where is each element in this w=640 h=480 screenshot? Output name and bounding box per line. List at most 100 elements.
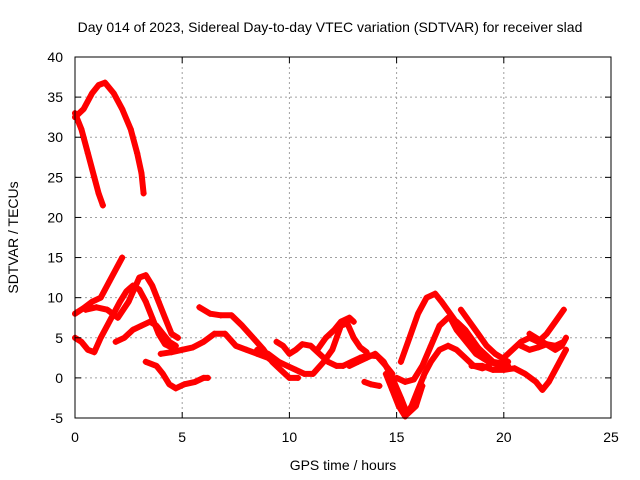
data-point bbox=[380, 358, 387, 365]
data-point bbox=[284, 362, 291, 369]
series-arc-5 bbox=[82, 272, 181, 341]
data-point bbox=[104, 306, 111, 313]
data-point bbox=[140, 190, 147, 197]
data-point bbox=[410, 376, 417, 383]
data-point bbox=[492, 360, 499, 367]
data-point bbox=[192, 378, 199, 385]
data-point bbox=[436, 346, 443, 353]
data-point bbox=[307, 342, 314, 349]
data-point bbox=[324, 358, 331, 365]
series-arc-1 bbox=[72, 79, 147, 197]
data-point bbox=[447, 314, 454, 321]
data-point bbox=[322, 334, 329, 341]
data-point bbox=[397, 358, 404, 365]
data-point bbox=[408, 402, 415, 409]
data-point bbox=[136, 286, 143, 293]
series-arc-12 bbox=[314, 314, 357, 353]
data-point bbox=[299, 341, 306, 348]
data-point bbox=[462, 354, 469, 361]
data-point bbox=[509, 346, 516, 353]
data-point bbox=[123, 288, 130, 295]
series-arc-20 bbox=[468, 346, 569, 393]
data-point bbox=[277, 366, 284, 373]
data-point bbox=[127, 126, 134, 133]
data-point bbox=[406, 334, 413, 341]
data-point bbox=[80, 106, 87, 113]
data-point bbox=[558, 342, 565, 349]
data-point bbox=[475, 330, 482, 337]
data-point bbox=[490, 366, 497, 373]
data-point bbox=[485, 358, 492, 365]
data-point bbox=[136, 274, 143, 281]
data-point bbox=[166, 381, 173, 388]
data-point bbox=[222, 330, 229, 337]
data-point bbox=[91, 174, 98, 181]
data-point bbox=[174, 334, 181, 341]
data-point bbox=[273, 338, 280, 345]
data-point bbox=[264, 350, 271, 357]
data-point bbox=[479, 354, 486, 361]
data-point bbox=[350, 334, 357, 341]
data-point bbox=[479, 362, 486, 369]
series-arc-7 bbox=[142, 358, 211, 392]
data-point bbox=[134, 150, 141, 157]
grid bbox=[75, 57, 611, 418]
data-point bbox=[217, 312, 224, 319]
data-point bbox=[500, 354, 507, 361]
data-point bbox=[427, 342, 434, 349]
data-point bbox=[211, 330, 218, 337]
data-point bbox=[397, 394, 404, 401]
data-point bbox=[91, 349, 98, 356]
series-arc-23 bbox=[526, 330, 569, 353]
data-point bbox=[460, 334, 467, 341]
data-point bbox=[376, 382, 383, 389]
data-point bbox=[254, 346, 261, 353]
y-tick-label: 20 bbox=[47, 209, 63, 225]
data-point bbox=[432, 290, 439, 297]
data-point bbox=[292, 346, 299, 353]
series-arc-10 bbox=[254, 320, 370, 377]
data-point bbox=[97, 294, 104, 301]
data-point bbox=[168, 349, 175, 356]
data-point bbox=[357, 344, 364, 351]
data-point bbox=[117, 298, 124, 305]
data-point bbox=[466, 342, 473, 349]
data-point bbox=[155, 298, 162, 305]
data-point bbox=[179, 346, 186, 353]
y-tick-label: -5 bbox=[51, 410, 64, 426]
data-point bbox=[552, 346, 559, 353]
series-arc-18 bbox=[447, 314, 512, 369]
data-point bbox=[162, 341, 169, 348]
y-tick-label: 40 bbox=[47, 49, 63, 65]
data-point bbox=[200, 338, 207, 345]
data-point bbox=[112, 338, 119, 345]
data-point bbox=[337, 318, 344, 325]
data-point bbox=[539, 338, 546, 345]
data-point bbox=[346, 362, 353, 369]
data-point bbox=[106, 278, 113, 285]
series-arc-16 bbox=[393, 314, 503, 385]
data-point bbox=[232, 342, 239, 349]
data-point bbox=[340, 362, 346, 369]
y-axis-label: SDTVAR / TECUs bbox=[5, 181, 21, 293]
data-point bbox=[196, 304, 203, 311]
series-arc-4 bbox=[72, 282, 175, 356]
data-point bbox=[543, 330, 550, 337]
data-point bbox=[84, 150, 91, 157]
data-point bbox=[89, 90, 96, 97]
data-point bbox=[153, 322, 160, 329]
data-point bbox=[554, 362, 561, 369]
y-tick-label: 15 bbox=[47, 250, 63, 266]
data-point bbox=[149, 282, 156, 289]
data-point bbox=[121, 334, 128, 341]
data-point bbox=[505, 358, 512, 365]
y-tick-label: 25 bbox=[47, 169, 63, 185]
data-point bbox=[166, 338, 173, 345]
data-point bbox=[129, 326, 136, 333]
data-point bbox=[119, 254, 126, 261]
data-point bbox=[142, 358, 149, 365]
data-point bbox=[545, 378, 552, 385]
data-point bbox=[472, 350, 479, 357]
x-tick-label: 25 bbox=[603, 429, 619, 445]
